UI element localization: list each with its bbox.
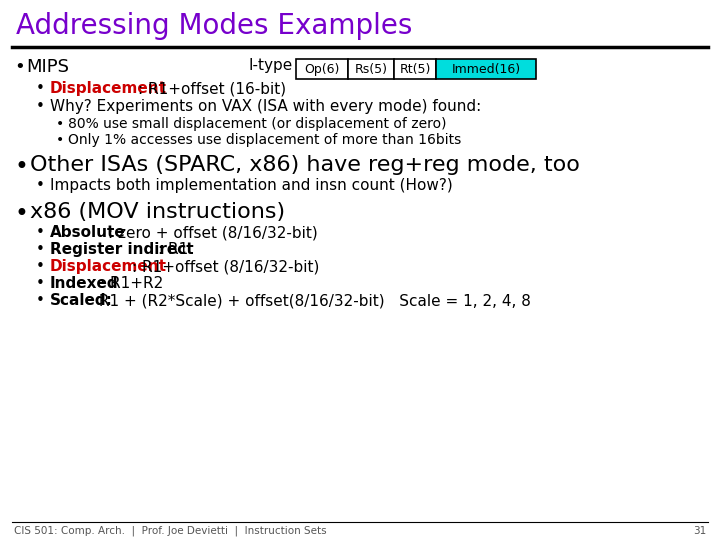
Text: : R1+offset (16-bit): : R1+offset (16-bit) — [138, 81, 286, 96]
Text: •: • — [36, 293, 45, 308]
Text: Other ISAs (SPARC, x86) have reg+reg mode, too: Other ISAs (SPARC, x86) have reg+reg mod… — [30, 155, 580, 175]
Text: Displacement: Displacement — [50, 259, 167, 274]
Text: R1 + (R2*Scale) + offset(8/16/32-bit)   Scale = 1, 2, 4, 8: R1 + (R2*Scale) + offset(8/16/32-bit) Sc… — [94, 293, 531, 308]
Text: : R1+offset (8/16/32-bit): : R1+offset (8/16/32-bit) — [132, 259, 320, 274]
Bar — [348, 59, 394, 79]
Text: Rs(5): Rs(5) — [354, 63, 387, 76]
Text: •: • — [36, 178, 45, 193]
Text: 80% use small displacement (or displacement of zero): 80% use small displacement (or displacem… — [68, 117, 446, 131]
Text: : R1: : R1 — [158, 242, 188, 257]
Text: Only 1% accesses use displacement of more than 16bits: Only 1% accesses use displacement of mor… — [68, 133, 462, 147]
Text: Scaled:: Scaled: — [50, 293, 113, 308]
Text: Op(6): Op(6) — [305, 63, 340, 76]
Text: Immed(16): Immed(16) — [451, 63, 521, 76]
Bar — [296, 59, 348, 79]
Text: Indexed: Indexed — [50, 276, 119, 291]
Text: •: • — [36, 225, 45, 240]
Text: : R1+R2: : R1+R2 — [100, 276, 163, 291]
Bar — [436, 59, 536, 79]
Text: x86 (MOV instructions): x86 (MOV instructions) — [30, 202, 285, 222]
Text: Displacement: Displacement — [50, 81, 167, 96]
Text: 31: 31 — [693, 526, 706, 536]
Text: MIPS: MIPS — [26, 58, 69, 76]
Text: •: • — [36, 259, 45, 274]
Text: Register indirect: Register indirect — [50, 242, 194, 257]
Text: •: • — [56, 117, 64, 131]
Text: •: • — [36, 81, 45, 96]
Text: CIS 501: Comp. Arch.  |  Prof. Joe Devietti  |  Instruction Sets: CIS 501: Comp. Arch. | Prof. Joe Deviett… — [14, 526, 327, 537]
Bar — [394, 59, 436, 79]
Text: Why? Experiments on VAX (ISA with every mode) found:: Why? Experiments on VAX (ISA with every … — [50, 99, 481, 114]
Text: Impacts both implementation and insn count (How?): Impacts both implementation and insn cou… — [50, 178, 453, 193]
Text: •: • — [36, 242, 45, 257]
Text: •: • — [14, 155, 28, 179]
Text: •: • — [14, 58, 24, 76]
Text: I-type: I-type — [248, 58, 292, 73]
Text: Addressing Modes Examples: Addressing Modes Examples — [16, 12, 413, 40]
Text: : zero + offset (8/16/32-bit): : zero + offset (8/16/32-bit) — [108, 225, 318, 240]
Text: •: • — [56, 133, 64, 147]
Text: •: • — [36, 99, 45, 114]
Text: •: • — [36, 276, 45, 291]
Text: Rt(5): Rt(5) — [400, 63, 431, 76]
Text: •: • — [14, 202, 28, 226]
Text: Absolute: Absolute — [50, 225, 126, 240]
